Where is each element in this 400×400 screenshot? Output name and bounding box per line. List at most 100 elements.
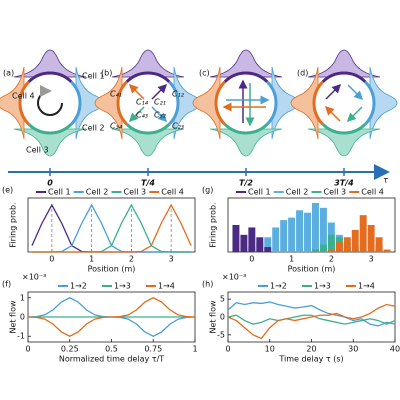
y-tick-label: 5: [220, 295, 225, 304]
panel-label: (f): [2, 280, 11, 289]
y-tick-label: 1: [20, 293, 25, 302]
x-tick-label: 0: [49, 255, 54, 264]
hist-bar: [264, 237, 272, 252]
legend-label: 1→2: [270, 282, 287, 291]
coupling-label: C₃₂: [154, 111, 167, 120]
y-multiplier: ×10⁻³: [222, 273, 246, 282]
legend-label: 1→4: [158, 282, 175, 291]
hist-bar: [232, 225, 240, 252]
flow-arrow: [347, 84, 364, 101]
cell-field: [307, 128, 381, 157]
track-arc: [321, 123, 367, 135]
x-tick-label: 2: [329, 255, 334, 264]
series-line: [27, 297, 196, 337]
panel-label: (c): [199, 69, 210, 78]
legend-label: 1→3: [314, 282, 331, 291]
cell-field: [290, 66, 319, 140]
y-tick-label: 0: [20, 313, 25, 322]
track-arc: [116, 80, 128, 126]
x-tick-label: 0.75: [144, 345, 162, 354]
cell-field: [111, 128, 185, 157]
y-tick-label: -1: [17, 332, 25, 341]
x-tick-label: 1: [192, 345, 197, 354]
coupling-label: C₃₄: [110, 122, 123, 131]
cell-field: [209, 128, 283, 157]
time-tick-label: T/4: [141, 179, 155, 188]
cell-label: Cell 3: [26, 146, 49, 155]
track-arc: [266, 80, 278, 126]
legend-label: Cell 4: [361, 188, 384, 197]
legend-label: Cell 1: [248, 188, 271, 197]
hist-bar: [335, 242, 343, 252]
track-arc: [321, 71, 367, 83]
hist-bar: [312, 202, 319, 252]
panel-label: (d): [297, 69, 308, 78]
flow-arrow: [151, 83, 168, 100]
legend-label: 1→4: [358, 282, 375, 291]
x-tick-label: 0: [225, 345, 230, 354]
time-tick-label: T/2: [239, 179, 253, 188]
hist-bar: [280, 220, 288, 252]
cell-label: Cell 2: [82, 124, 105, 133]
x-tick-label: 3: [169, 255, 174, 264]
hist-bar: [240, 234, 248, 252]
cell-label: Cell 1: [82, 72, 105, 81]
panel-label: (e): [2, 186, 13, 195]
hist-bar: [327, 234, 335, 252]
legend-label: Cell 3: [124, 188, 147, 197]
panel-label: (h): [202, 280, 213, 289]
x-axis-label: Position (m): [88, 265, 136, 274]
track: [20, 73, 80, 133]
x-tick-label: 20: [306, 345, 316, 354]
x-tick-label: 2: [129, 255, 134, 264]
hist-bar: [359, 215, 367, 252]
time-tick-label: 3T/4: [334, 179, 354, 188]
cell-field: [307, 49, 381, 78]
series-line: [31, 203, 192, 253]
hist-bar: [351, 229, 359, 252]
hist-bar: [319, 207, 327, 252]
track-arc: [27, 123, 73, 135]
flow-arrow: [128, 83, 145, 100]
cell-field: [13, 49, 87, 78]
track-arc: [125, 71, 171, 83]
cell-field: [209, 49, 283, 78]
y-axis-label: Net flow: [209, 300, 218, 334]
cell-field: [369, 66, 398, 140]
legend-label: Cell 2: [286, 188, 309, 197]
x-tick-label: 40: [390, 345, 400, 354]
series-line: [227, 301, 396, 327]
hist-bar: [375, 237, 383, 252]
legend-label: 1→2: [70, 282, 87, 291]
track-arc: [223, 71, 269, 83]
cell-field: [94, 66, 123, 140]
track-arc: [27, 71, 73, 83]
x-tick-label: 1: [289, 255, 294, 264]
panel-label: (g): [202, 186, 213, 195]
coupling-label: C₄₁: [110, 90, 122, 99]
hist-bar: [304, 212, 311, 252]
rotation-arrow: [37, 85, 63, 116]
x-tick-label: 3: [369, 255, 374, 264]
hist-bar: [288, 217, 296, 252]
y-axis-label: Net flow: [9, 300, 18, 334]
x-axis-label: Normalized time delay τ/T: [59, 355, 164, 364]
flow-arrow: [128, 106, 145, 123]
track: [314, 73, 374, 133]
cell-label: Cell 4: [12, 92, 35, 101]
cell-field: [192, 66, 221, 140]
cell-field: [13, 128, 87, 157]
hist-bar: [383, 249, 391, 252]
cell-field: [111, 49, 185, 78]
hist-bar: [256, 237, 264, 252]
panel-label: (b): [101, 69, 112, 78]
cell-field: [0, 66, 25, 140]
hist-bar: [296, 210, 304, 252]
y-axis-label: Firing prob.: [209, 202, 218, 247]
y-multiplier: ×10⁻³: [22, 273, 46, 282]
legend-label: 1→3: [114, 282, 131, 291]
hist-bar: [312, 249, 319, 252]
legend-label: Cell 3: [324, 188, 347, 197]
coupling-label: C₁₂: [172, 90, 185, 99]
